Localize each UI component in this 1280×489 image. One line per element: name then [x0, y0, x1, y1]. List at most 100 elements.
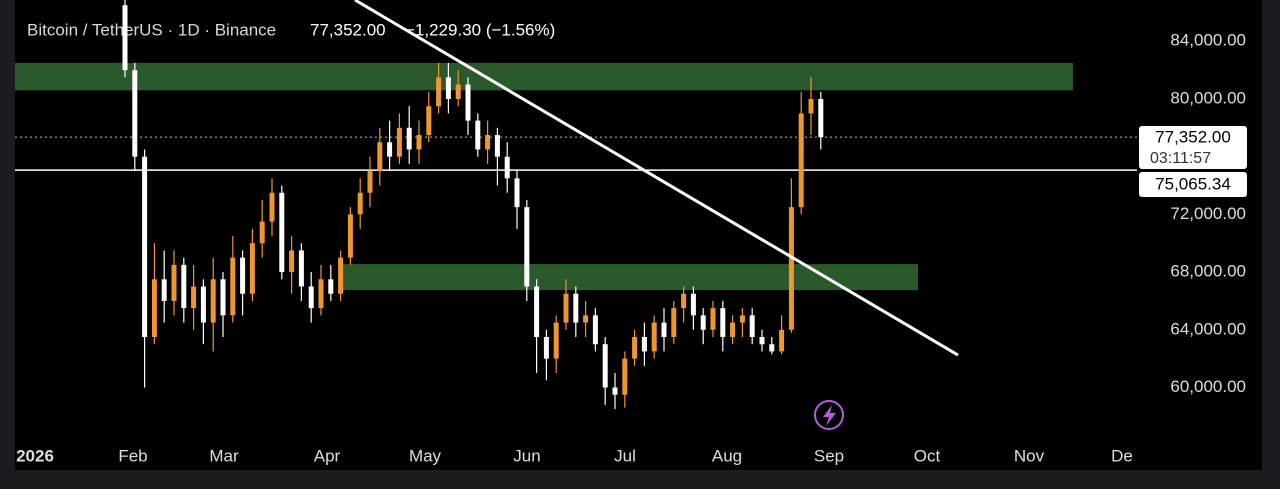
candle-body	[210, 279, 216, 323]
x-tick-label: 2026	[16, 446, 54, 465]
y-tick-label: 64,000.00	[1170, 319, 1246, 338]
x-tick-label: Jun	[513, 446, 540, 465]
candle-body	[465, 84, 471, 121]
candle-body	[406, 127, 412, 150]
candle-body	[749, 315, 755, 337]
event-icon[interactable]	[814, 400, 844, 430]
candle-body	[788, 207, 794, 330]
candle-body	[739, 315, 745, 323]
candle-body	[132, 70, 138, 157]
candle-body	[338, 257, 344, 294]
level-box	[1139, 172, 1247, 197]
candle-body	[220, 279, 226, 316]
candle-body	[318, 279, 324, 309]
candle-body	[534, 286, 540, 337]
candle-body	[504, 156, 510, 179]
candle-body	[142, 156, 148, 337]
x-tick-label: Sep	[814, 446, 844, 465]
candle-body	[553, 322, 559, 359]
candle-body	[651, 322, 657, 352]
candle-body	[367, 171, 373, 193]
candle-body	[436, 77, 442, 107]
candle-body	[191, 286, 197, 309]
candle-body	[769, 344, 775, 352]
candle-body	[641, 336, 647, 352]
x-tick-label: Nov	[1014, 446, 1045, 465]
candle-body	[377, 142, 383, 172]
candle-body	[612, 387, 618, 395]
candle-body	[200, 286, 206, 323]
candle-body	[514, 178, 520, 208]
candle-body	[622, 358, 628, 395]
candle-body	[494, 135, 500, 157]
last-price-box	[1139, 126, 1247, 169]
y-tick-label: 68,000.00	[1170, 262, 1246, 281]
candle-body	[171, 264, 177, 301]
x-tick-label: Mar	[209, 446, 239, 465]
level-label: 75,065.34	[1155, 174, 1231, 193]
y-tick-label: 84,000.00	[1170, 31, 1246, 50]
x-tick-label: Oct	[914, 446, 941, 465]
candle-body	[279, 192, 285, 273]
candle-body	[357, 192, 363, 215]
candle-body	[818, 98, 824, 138]
candle-body	[798, 113, 804, 208]
candle-body	[122, 5, 128, 71]
header-last-price: 77,352.00	[310, 20, 386, 39]
candle-body	[671, 308, 677, 337]
event-icon-bolt	[823, 405, 836, 426]
candle-body	[387, 142, 393, 157]
candle-body	[681, 293, 687, 309]
candle-body	[759, 336, 765, 345]
candle-body	[240, 257, 246, 294]
candle-body	[779, 329, 785, 352]
candle-body	[181, 264, 187, 309]
candle-body	[690, 293, 696, 316]
candle-body	[573, 293, 579, 323]
candle-body	[602, 344, 608, 388]
candle-body	[455, 84, 461, 99]
y-tick-label: 60,000.00	[1170, 377, 1246, 396]
candle-body	[426, 106, 432, 136]
candle-body	[347, 214, 353, 258]
candle-body	[269, 192, 275, 222]
y-tick-label: 72,000.00	[1170, 204, 1246, 223]
candle-body	[592, 315, 598, 345]
candle-body	[289, 250, 295, 273]
x-tick-label: Jul	[614, 446, 636, 465]
candle-body	[632, 336, 638, 359]
candle-body	[524, 207, 530, 287]
candle-body	[396, 127, 402, 157]
candle-body	[583, 315, 589, 323]
last-price-label: 77,352.00	[1155, 127, 1231, 146]
candle-body	[328, 279, 334, 294]
candle-body	[161, 279, 167, 301]
x-tick-label: De	[1111, 446, 1133, 465]
x-tick-label: Apr	[314, 446, 341, 465]
candle-body	[730, 322, 736, 337]
candle-body	[259, 221, 265, 244]
zone	[15, 62, 1073, 91]
x-tick-label: Aug	[712, 446, 742, 465]
countdown-label: 03:11:57	[1150, 150, 1211, 167]
y-tick-label: 80,000.00	[1170, 88, 1246, 107]
candle-body	[298, 250, 304, 287]
candle-body	[543, 336, 549, 359]
candle-body	[475, 120, 481, 150]
candle-body	[808, 98, 814, 114]
candle-body	[485, 135, 491, 150]
candle-body	[720, 308, 726, 337]
candle-body	[563, 293, 569, 323]
candle-body	[230, 257, 236, 316]
candle-body	[445, 77, 451, 99]
candle-body	[249, 243, 255, 294]
chart-title: Bitcoin / TetherUS · 1D · Binance	[27, 20, 276, 39]
candle-body	[151, 279, 157, 337]
candle-body	[710, 308, 716, 330]
x-tick-label: Feb	[118, 446, 147, 465]
candle-body	[700, 315, 706, 330]
x-tick-label: May	[409, 446, 442, 465]
candle-body	[661, 322, 667, 337]
